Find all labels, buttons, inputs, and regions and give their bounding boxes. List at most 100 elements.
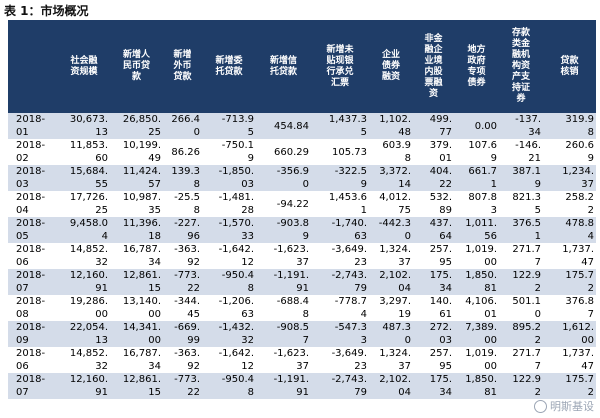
value-cell: 86.26 bbox=[163, 139, 202, 165]
value-cell: 257. 95 bbox=[413, 347, 454, 373]
value-cell: 175.7 2 bbox=[543, 269, 596, 295]
value-cell: 1,019. 00 bbox=[454, 347, 499, 373]
value-cell: -1,623. 37 bbox=[256, 243, 311, 269]
value-cell: -1,481. 28 bbox=[202, 191, 256, 217]
table-row: 2018- 07 12,160. 91 12,861. 15 -773. 22 -950… bbox=[8, 269, 596, 295]
value-cell: 1,737. 47 bbox=[543, 243, 596, 269]
value-cell: 11,396. 18 bbox=[110, 217, 163, 243]
value-cell: 9,458.0 4 bbox=[58, 217, 110, 243]
market-overview-table-container: 社会融 资规模 新增人 民币贷 款新增 外币 贷款 新增委 托贷款 新增信 托贷款 新增… bbox=[8, 20, 596, 418]
value-cell: 14,852. 32 bbox=[58, 243, 110, 269]
table-row: 2018- 01 30,673. 13 26,850. 25 266.4 0 -713.… bbox=[8, 113, 596, 139]
value-cell: 501.1 0 bbox=[499, 295, 543, 321]
value-cell: 122.9 2 bbox=[499, 373, 543, 399]
value-cell: 11,424. 57 bbox=[110, 165, 163, 191]
value-cell: 122.9 2 bbox=[499, 269, 543, 295]
value-cell: 30,673. 13 bbox=[58, 113, 110, 139]
value-cell: 4,012. 75 bbox=[369, 191, 413, 217]
value-cell: 895.2 2 bbox=[499, 321, 543, 347]
value-cell: 807.8 3 bbox=[454, 191, 499, 217]
row-date-cell: 2018- 08 bbox=[8, 295, 58, 321]
value-cell: -1,206. 63 bbox=[202, 295, 256, 321]
value-cell: 16,787. 34 bbox=[110, 347, 163, 373]
value-cell: 22,054. 13 bbox=[58, 321, 110, 347]
table-row: 2018- 03 15,684. 55 11,424. 57 139.3 8 -1,85… bbox=[8, 165, 596, 191]
table-row: 2018- 05 9,458.0 4 11,396. 18 -227. 96 -1,57… bbox=[8, 217, 596, 243]
value-cell: -1,850. 03 bbox=[202, 165, 256, 191]
header-cell: 贷款 核销 bbox=[543, 20, 596, 113]
header-cell-date bbox=[8, 20, 58, 113]
header-cell: 社会融 资规模 bbox=[58, 20, 110, 113]
header-cell: 企业 债券 融资 bbox=[369, 20, 413, 113]
value-cell: -713.9 5 bbox=[202, 113, 256, 139]
value-cell: -2,743. 79 bbox=[311, 373, 369, 399]
value-cell: 14,341. 00 bbox=[110, 321, 163, 347]
value-cell: 1,324. 37 bbox=[369, 347, 413, 373]
value-cell: -227. 96 bbox=[163, 217, 202, 243]
value-cell: -363. 92 bbox=[163, 243, 202, 269]
value-cell: 437. 64 bbox=[413, 217, 454, 243]
value-cell: 3,372. 14 bbox=[369, 165, 413, 191]
value-cell: -1,642. 12 bbox=[202, 347, 256, 373]
value-cell: -137. 34 bbox=[499, 113, 543, 139]
value-cell: 271.7 7 bbox=[499, 347, 543, 373]
value-cell: -1,432. 32 bbox=[202, 321, 256, 347]
value-cell: 139.3 8 bbox=[163, 165, 202, 191]
header-cell: 新增信 托贷款 bbox=[256, 20, 311, 113]
value-cell: 17,726. 25 bbox=[58, 191, 110, 217]
value-cell: 175. 34 bbox=[413, 269, 454, 295]
value-cell: -1,642. 12 bbox=[202, 243, 256, 269]
value-cell: 387.1 9 bbox=[499, 165, 543, 191]
value-cell: -773. 22 bbox=[163, 269, 202, 295]
value-cell: 404. 22 bbox=[413, 165, 454, 191]
value-cell: 4,106. 01 bbox=[454, 295, 499, 321]
value-cell: 1,453.6 1 bbox=[311, 191, 369, 217]
value-cell: 175. 34 bbox=[413, 373, 454, 399]
row-date-cell: 2018- 06 bbox=[8, 243, 58, 269]
value-cell: 1,234. 37 bbox=[543, 165, 596, 191]
value-cell: 107.6 9 bbox=[454, 139, 499, 165]
value-cell: -322.5 9 bbox=[311, 165, 369, 191]
row-date-cell: 2018- 02 bbox=[8, 139, 58, 165]
value-cell: 16,787. 34 bbox=[110, 243, 163, 269]
watermark: 明斯基设 bbox=[534, 398, 594, 414]
value-cell: 1,612. 00 bbox=[543, 321, 596, 347]
header-cell: 新增未 贴现银 行承兑 汇票 bbox=[311, 20, 369, 113]
value-cell: 603.9 8 bbox=[369, 139, 413, 165]
value-cell: 10,987. 35 bbox=[110, 191, 163, 217]
table-row: 2018- 07 12,160. 91 12,861. 15 -773. 22 -950… bbox=[8, 373, 596, 399]
value-cell: -363. 92 bbox=[163, 347, 202, 373]
value-cell: -1,623. 37 bbox=[256, 347, 311, 373]
value-cell: 26,850. 25 bbox=[110, 113, 163, 139]
table-row: 2018- 09 22,054. 13 14,341. 00 -669. 99 -1,4… bbox=[8, 321, 596, 347]
value-cell: 10,199. 49 bbox=[110, 139, 163, 165]
value-cell: -25.5 8 bbox=[163, 191, 202, 217]
value-cell: -547.3 3 bbox=[311, 321, 369, 347]
value-cell: 12,861. 15 bbox=[110, 373, 163, 399]
value-cell: -1,740. 63 bbox=[311, 217, 369, 243]
value-cell: -344. 45 bbox=[163, 295, 202, 321]
value-cell: 454.84 bbox=[256, 113, 311, 139]
row-date-cell: 2018- 09 bbox=[8, 321, 58, 347]
value-cell: 175.7 2 bbox=[543, 373, 596, 399]
value-cell: -1,191. 91 bbox=[256, 269, 311, 295]
value-cell: 1,102. 48 bbox=[369, 113, 413, 139]
value-cell: 1,737. 47 bbox=[543, 347, 596, 373]
value-cell: -903.8 9 bbox=[256, 217, 311, 243]
row-date-cell: 2018- 07 bbox=[8, 269, 58, 295]
value-cell: 379. 01 bbox=[413, 139, 454, 165]
value-cell: 12,160. 91 bbox=[58, 269, 110, 295]
value-cell: -3,649. 23 bbox=[311, 243, 369, 269]
value-cell: 7,389. 00 bbox=[454, 321, 499, 347]
header-cell: 存款 类金 融机 构资 产支 持证 券 bbox=[499, 20, 543, 113]
value-cell: 376.8 7 bbox=[543, 295, 596, 321]
value-cell: 271.7 7 bbox=[499, 243, 543, 269]
header-cell: 地方 政府 专项 债券 bbox=[454, 20, 499, 113]
table-row: 2018- 04 17,726. 25 10,987. 35 -25.5 8 -1,48… bbox=[8, 191, 596, 217]
value-cell: 1,850. 81 bbox=[454, 373, 499, 399]
value-cell: -773. 22 bbox=[163, 373, 202, 399]
row-date-cell: 2018- 07 bbox=[8, 373, 58, 399]
value-cell: 1,850. 81 bbox=[454, 269, 499, 295]
value-cell: -1,570. 33 bbox=[202, 217, 256, 243]
value-cell: 661.7 1 bbox=[454, 165, 499, 191]
